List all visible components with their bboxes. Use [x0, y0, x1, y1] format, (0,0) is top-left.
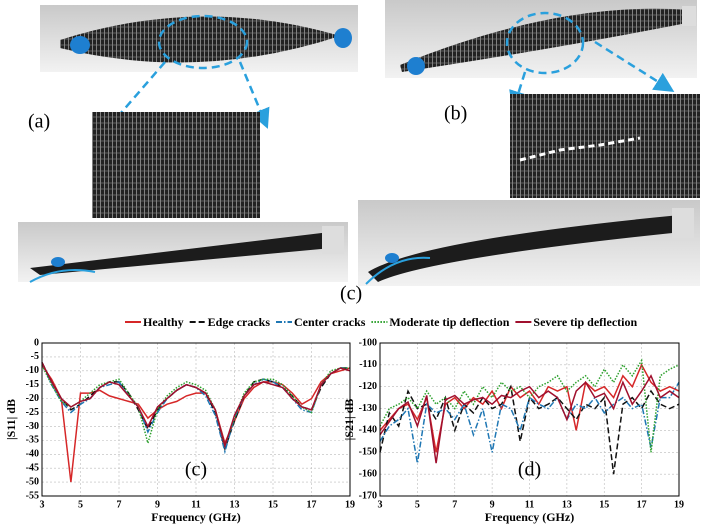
y-tick-label: -40: [26, 449, 39, 460]
x-tick-label: 3: [378, 499, 383, 510]
y-tick-label: -160: [359, 468, 377, 479]
y-tick-label: -5: [31, 351, 39, 362]
y-tick-label: -140: [359, 425, 377, 436]
panel-label: (b): [444, 103, 467, 125]
x-tick-label: 9: [155, 499, 160, 510]
figure: (a) (b) (c) Healthy Edge cracks Center cra…: [0, 0, 711, 531]
x-tick-label: 5: [415, 499, 420, 510]
x-tick-label: 13: [230, 499, 240, 510]
x-axis-label: Frequency (GHz): [151, 510, 240, 524]
panel-label: (c): [340, 283, 362, 305]
x-tick-label: 5: [78, 499, 83, 510]
panel-label: (d): [518, 459, 541, 481]
y-tick-label: -150: [359, 447, 377, 458]
y-tick-label: -25: [26, 407, 39, 418]
image-a: [40, 5, 358, 218]
x-tick-label: 17: [307, 499, 317, 510]
legend-label: Center cracks: [294, 315, 366, 329]
x-tick-label: 19: [674, 499, 684, 510]
x-tick-label: 7: [117, 499, 122, 510]
x-tick-label: 9: [490, 499, 495, 510]
x-tick-label: 15: [599, 499, 609, 510]
y-tick-label: -35: [26, 435, 39, 446]
y-tick-label: -30: [26, 421, 39, 432]
y-axis-label: |S21| dB: [342, 399, 356, 441]
legend: Healthy Edge cracks Center cracks Moderate …: [125, 315, 637, 329]
legend-label: Moderate tip deflection: [389, 315, 509, 329]
x-tick-label: 13: [562, 499, 572, 510]
y-tick-label: -100: [359, 337, 377, 348]
y-tick-label: -120: [359, 381, 377, 392]
image-b: [385, 0, 700, 198]
y-tick-label: -55: [26, 490, 39, 501]
y-tick-label: -170: [359, 490, 377, 501]
legend-label: Healthy: [143, 315, 184, 329]
y-tick-label: -10: [26, 365, 39, 376]
y-tick-label: -50: [26, 476, 39, 487]
y-tick-label: -15: [26, 379, 39, 390]
y-tick-label: 0: [34, 337, 39, 348]
y-tick-label: -130: [359, 403, 377, 414]
y-axis-label: |S11| dB: [4, 399, 18, 440]
y-tick-label: -20: [26, 393, 39, 404]
x-tick-label: 19: [345, 499, 355, 510]
x-axis-label: Frequency (GHz): [485, 510, 574, 524]
x-tick-label: 11: [191, 499, 200, 510]
x-tick-label: 11: [525, 499, 534, 510]
legend-label: Severe tip deflection: [533, 315, 637, 329]
x-tick-label: 3: [40, 499, 45, 510]
legend-label: Edge cracks: [208, 315, 271, 329]
x-tick-label: 15: [268, 499, 278, 510]
y-tick-label: -110: [359, 359, 377, 370]
y-tick-label: -45: [26, 462, 39, 473]
panel-label: (a): [28, 111, 50, 133]
x-tick-label: 7: [452, 499, 457, 510]
panel-label: (c): [185, 459, 207, 481]
x-tick-label: 17: [637, 499, 647, 510]
